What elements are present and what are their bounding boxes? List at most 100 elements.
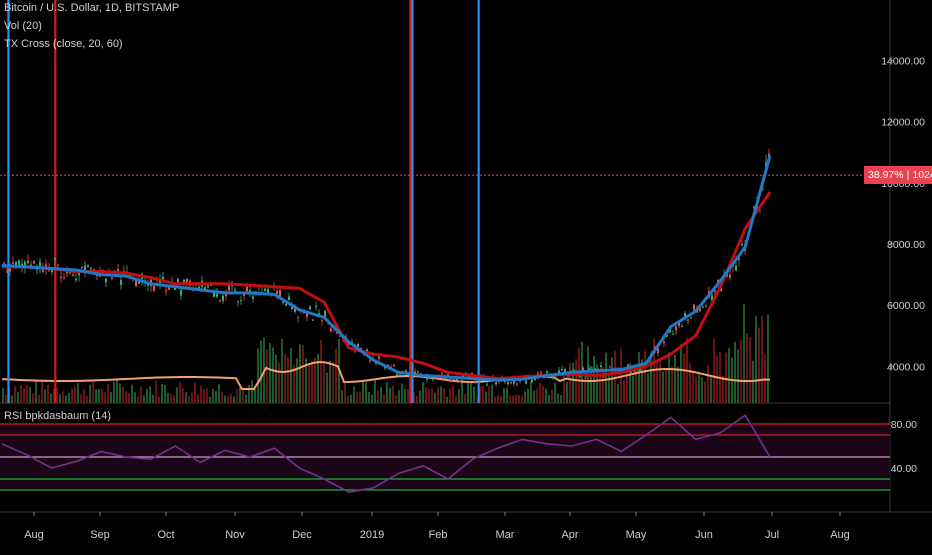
volume-bar xyxy=(716,356,718,403)
volume-bar xyxy=(407,389,409,403)
rsi-tick-label: 80.00 xyxy=(891,419,917,431)
candle-body xyxy=(321,320,323,321)
candle-body xyxy=(663,342,665,344)
volume-bar xyxy=(275,355,277,403)
volume-bar xyxy=(212,389,214,403)
candle-body xyxy=(546,372,548,374)
volume-bar xyxy=(89,385,91,403)
candle-body xyxy=(417,371,419,372)
volume-bar xyxy=(491,385,493,403)
time-tick-label: Dec xyxy=(292,529,312,541)
candle-body xyxy=(495,382,497,384)
volume-bar xyxy=(2,388,4,403)
volume-bar xyxy=(365,383,367,403)
candle-body xyxy=(237,301,239,302)
candle-body xyxy=(357,344,359,346)
volume-bar xyxy=(377,391,379,403)
volume-bar xyxy=(734,342,736,403)
volume-legend[interactable]: Vol (20) xyxy=(4,20,42,32)
volume-bar xyxy=(548,395,550,403)
volume-bar xyxy=(356,392,358,403)
candle-body xyxy=(552,377,554,378)
volume-bar xyxy=(80,395,82,403)
candle-body xyxy=(165,290,167,291)
candle-body xyxy=(627,365,629,367)
volume-bar xyxy=(266,349,268,403)
candle-body xyxy=(93,269,95,270)
candle-body xyxy=(240,300,242,301)
candle-body xyxy=(264,289,266,291)
volume-bar xyxy=(683,354,685,403)
candle-body xyxy=(282,302,284,303)
time-tick-label: Oct xyxy=(157,529,174,541)
volume-bar xyxy=(83,389,85,403)
volume-bar xyxy=(29,387,31,403)
volume-bar xyxy=(134,392,136,403)
candle-body xyxy=(705,306,707,307)
price-tick-label: 8000.00 xyxy=(887,239,925,251)
volume-bar xyxy=(437,387,439,403)
candle-body xyxy=(441,373,443,374)
volume-bar xyxy=(104,392,106,403)
volume-bar xyxy=(470,382,472,403)
time-tick-label: Nov xyxy=(225,529,245,541)
candle-body xyxy=(60,277,62,279)
candle-body xyxy=(276,291,278,294)
price-change-percent: 38.97% xyxy=(868,166,904,184)
candle-body xyxy=(33,261,35,264)
candle-body xyxy=(579,376,581,377)
volume-bar xyxy=(248,385,250,403)
candle-body xyxy=(57,264,59,265)
volume-bar xyxy=(146,389,148,403)
volume-bar xyxy=(287,358,289,403)
volume-bar xyxy=(737,349,739,403)
volume-bar xyxy=(611,357,613,403)
volume-bar xyxy=(65,396,67,403)
volume-bar xyxy=(92,380,94,403)
candle-body xyxy=(399,374,401,375)
volume-bar xyxy=(398,390,400,403)
volume-bar xyxy=(449,389,451,403)
volume-bar xyxy=(74,386,76,403)
volume-bar xyxy=(455,395,457,403)
candle-body xyxy=(525,380,527,383)
volume-bar xyxy=(518,395,520,403)
volume-bar xyxy=(47,385,49,403)
candle-body xyxy=(78,273,80,275)
volume-bar xyxy=(698,374,700,403)
price-value: 10249.00 xyxy=(912,166,932,184)
volume-bar xyxy=(200,386,202,403)
candle-body xyxy=(216,294,218,297)
price-tick-label: 12000.00 xyxy=(881,117,925,129)
volume-bar xyxy=(317,354,319,403)
volume-bar xyxy=(401,383,403,403)
volume-bar xyxy=(152,395,154,403)
volume-bar xyxy=(260,341,262,403)
volume-bar xyxy=(728,348,730,403)
candle-body xyxy=(105,279,107,283)
volume-bar xyxy=(350,395,352,403)
volume-bar xyxy=(347,395,349,403)
volume-bar xyxy=(17,392,19,403)
candle-body xyxy=(18,260,20,264)
volume-bar xyxy=(167,393,169,403)
symbol-legend[interactable]: Bitcoin / U.S. Dollar, 1D, BITSTAMP xyxy=(4,2,179,14)
candle-body xyxy=(153,286,155,291)
candle-body xyxy=(27,261,29,264)
volume-bar xyxy=(140,386,142,403)
volume-bar xyxy=(536,389,538,403)
candle-body xyxy=(180,290,182,295)
rsi-legend[interactable]: RSI bpkdasbaum (14) xyxy=(4,410,111,422)
candle-body xyxy=(288,296,290,299)
volume-bar xyxy=(419,391,421,403)
volume-bar xyxy=(665,370,667,403)
candle-body xyxy=(75,279,77,280)
candle-body xyxy=(459,380,461,382)
candle-body xyxy=(63,277,65,278)
volume-bar xyxy=(158,397,160,403)
volume-bar xyxy=(395,395,397,403)
volume-bar xyxy=(353,386,355,403)
indicator-legend[interactable]: TX Cross (close, 20, 60) xyxy=(4,38,123,50)
